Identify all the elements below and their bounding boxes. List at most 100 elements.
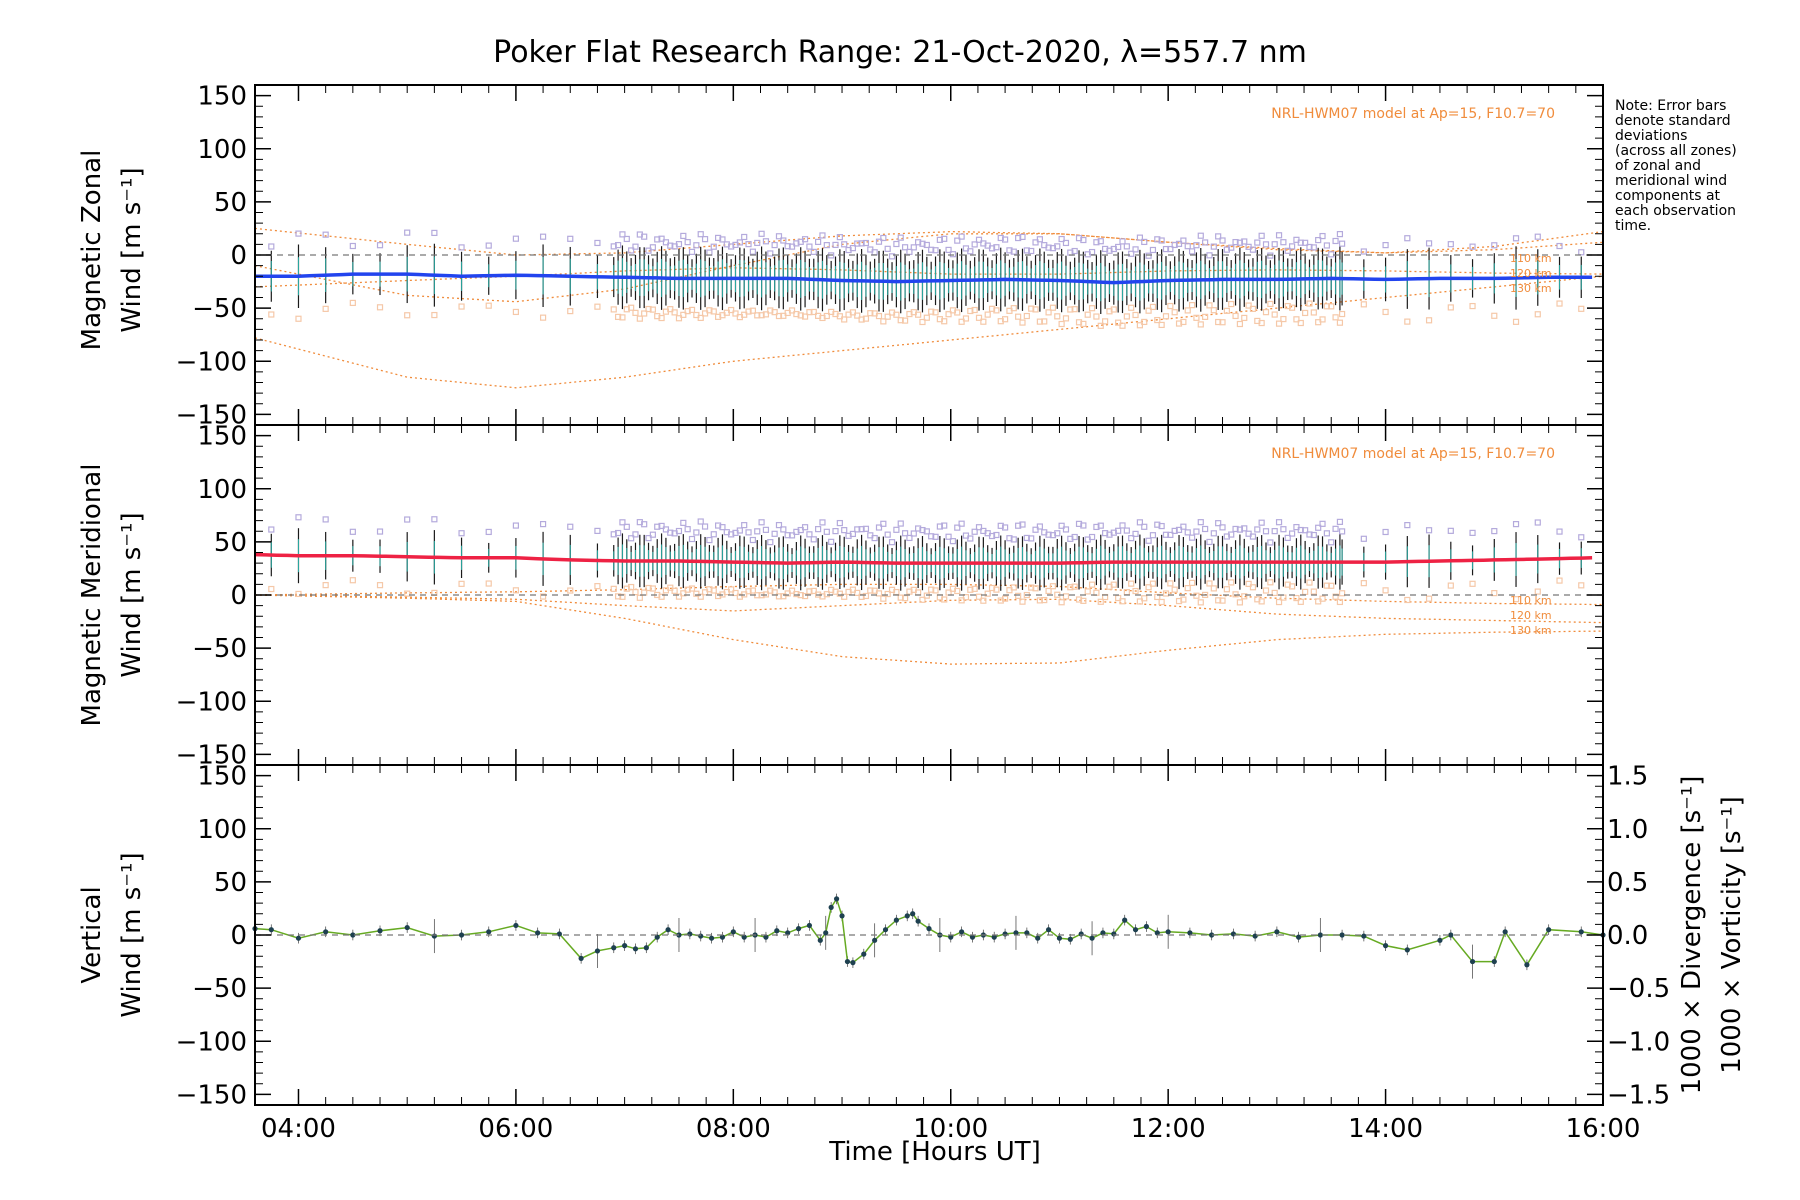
- zone-marker-high: [662, 526, 670, 533]
- zone-marker-high: [654, 523, 661, 530]
- zone-marker-high: [997, 522, 1004, 529]
- zone-marker-high: [1306, 531, 1313, 538]
- zone-marker-high: [954, 524, 961, 531]
- vertical-wind-point: [719, 934, 726, 940]
- zone-marker-high: [975, 236, 983, 243]
- zone-marker-low: [458, 580, 465, 587]
- vertical-wind-point: [882, 927, 889, 933]
- zone-marker-high: [901, 530, 909, 537]
- zone-marker-low: [1332, 593, 1339, 600]
- zone-marker-high: [1162, 531, 1170, 538]
- zone-marker-low: [614, 593, 622, 600]
- zone-marker-low: [1132, 587, 1139, 595]
- vertical-wind-point: [850, 960, 856, 966]
- zone-marker-high: [688, 248, 696, 255]
- zone-marker-high: [1080, 236, 1087, 244]
- zone-marker-low: [1215, 318, 1222, 326]
- zone-marker-high: [1019, 521, 1026, 528]
- vertical-wind-point: [1546, 927, 1552, 933]
- zone-marker-low: [1162, 590, 1170, 597]
- zone-marker-high: [1036, 236, 1043, 243]
- zone-marker-low: [1425, 595, 1433, 602]
- zone-marker-low: [688, 306, 696, 314]
- zone-marker-high: [1128, 535, 1135, 542]
- note-line: of zonal and: [1615, 158, 1701, 174]
- zone-marker-high: [928, 246, 935, 253]
- zone-marker-low: [745, 588, 752, 595]
- zone-marker-high: [1028, 535, 1035, 542]
- zone-marker-high: [1262, 528, 1270, 535]
- zone-marker-low: [1223, 307, 1230, 314]
- zone-marker-high: [1404, 521, 1411, 529]
- zone-marker-low: [667, 306, 674, 313]
- vertical-wind-point: [959, 929, 965, 935]
- zone-marker-low: [1306, 300, 1313, 307]
- zone-marker-high: [1336, 518, 1344, 525]
- zone-marker-low: [880, 595, 887, 602]
- zone-marker-low: [1097, 598, 1104, 605]
- zone-marker-high: [780, 237, 787, 244]
- zone-marker-high: [741, 233, 748, 241]
- zone-marker-low: [1102, 318, 1109, 325]
- zone-marker-high: [485, 528, 492, 536]
- zone-marker-high: [684, 526, 691, 533]
- zone-marker-low: [485, 580, 492, 587]
- zone-marker-high: [1258, 519, 1265, 526]
- zone-marker-low: [806, 588, 813, 595]
- zone-marker-high: [1115, 527, 1122, 534]
- zone-marker-low: [675, 593, 683, 600]
- zone-marker-high: [614, 529, 622, 537]
- zone-marker-high: [1145, 252, 1152, 259]
- zone-marker-low: [1447, 304, 1454, 311]
- vertical-wind-point: [969, 934, 976, 940]
- zone-marker-low: [928, 308, 935, 315]
- zone-marker-low: [884, 590, 891, 598]
- zone-marker-low: [962, 315, 970, 322]
- zone-marker-high: [745, 241, 752, 248]
- zone-marker-low: [295, 315, 302, 322]
- zone-marker-high: [1154, 521, 1161, 528]
- zone-marker-low: [1036, 597, 1043, 604]
- zone-marker-high: [1154, 236, 1161, 243]
- zone-marker-high: [667, 529, 674, 536]
- zone-marker-low: [1001, 595, 1009, 602]
- zone-marker-high: [295, 230, 302, 237]
- zone-marker-high: [619, 231, 626, 238]
- zone-marker-high: [632, 531, 639, 538]
- vertical-wind-point: [1045, 927, 1052, 933]
- vertical-wind-point: [915, 918, 921, 924]
- y2-tick-label: 1.5: [1607, 762, 1648, 792]
- zone-marker-low: [975, 314, 983, 321]
- zone-marker-high: [1332, 237, 1339, 245]
- zone-marker-high: [322, 516, 329, 523]
- zone-marker-low: [1032, 585, 1039, 592]
- zone-marker-low: [376, 304, 384, 311]
- zone-marker-low: [1015, 592, 1022, 599]
- zone-marker-low: [728, 306, 735, 314]
- zone-marker-high: [1280, 526, 1287, 533]
- zone-marker-low: [1232, 591, 1239, 598]
- zone-marker-low: [1062, 593, 1070, 600]
- zone-marker-high: [1093, 523, 1100, 531]
- vertical-wind-point: [1024, 930, 1030, 936]
- x-axis-label: Time [Hours UT]: [828, 1137, 1041, 1167]
- zone-marker-low: [771, 309, 778, 316]
- zone-marker-low: [610, 585, 617, 592]
- zone-marker-high: [1119, 238, 1126, 245]
- zone-marker-low: [1425, 317, 1433, 324]
- zone-marker-low: [697, 314, 704, 322]
- vertical-wind-point: [828, 904, 834, 910]
- zone-marker-high: [1162, 245, 1170, 253]
- zone-marker-high: [836, 519, 843, 527]
- zone-marker-high: [1297, 239, 1304, 246]
- zone-marker-high: [701, 523, 709, 530]
- meridional-panel-labels: NRL-HWM07 model at Ap=15, F10.7=70 Magne…: [77, 446, 1555, 726]
- zone-marker-high: [697, 518, 704, 525]
- zone-marker-low: [610, 306, 617, 313]
- zone-marker-high: [1006, 247, 1013, 254]
- zone-marker-low: [1382, 587, 1389, 594]
- zone-marker-low: [958, 318, 965, 325]
- zone-marker-high: [1315, 524, 1322, 531]
- zone-marker-high: [654, 236, 661, 243]
- zone-marker-low: [893, 311, 900, 318]
